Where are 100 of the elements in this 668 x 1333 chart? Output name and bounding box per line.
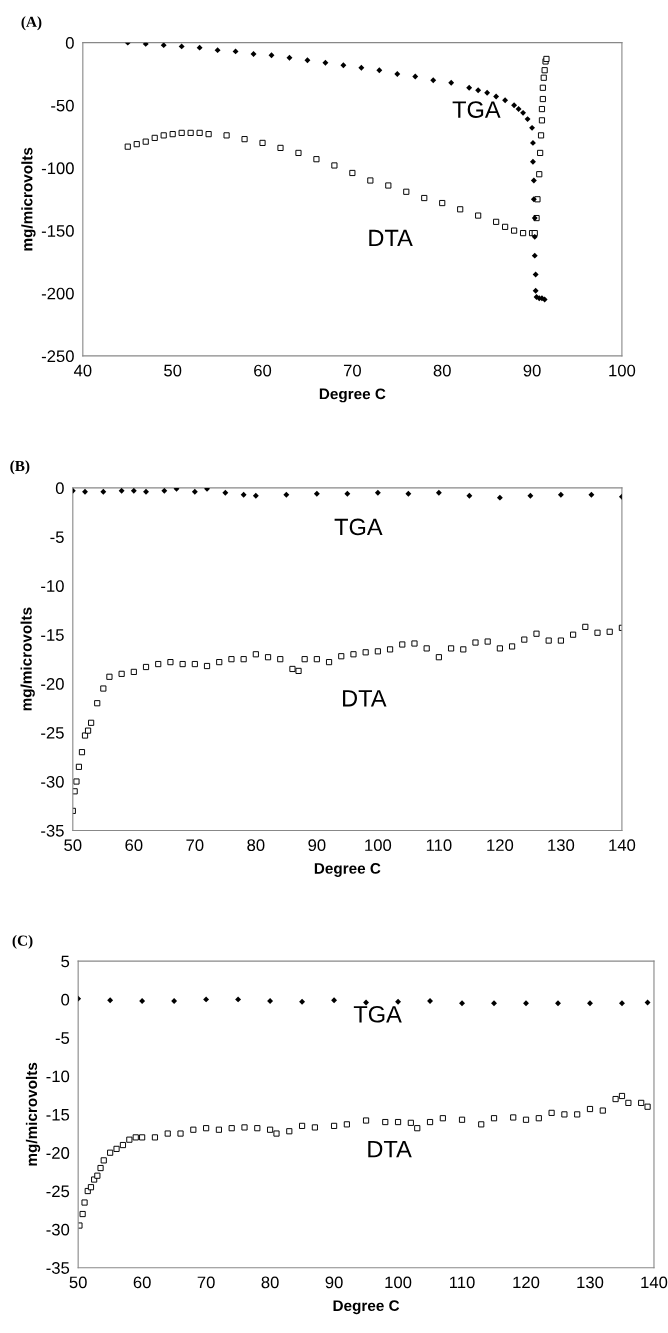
point	[435, 489, 442, 496]
point	[313, 490, 320, 497]
y-tick-label: -10	[41, 580, 64, 592]
point	[363, 999, 370, 1006]
y-axis-title: mg/microvolts	[20, 607, 35, 711]
x-tick-label: 50	[69, 1276, 87, 1289]
y-axis-title: mg/microvolts	[25, 1062, 41, 1166]
x-tick-label: 130	[577, 1276, 604, 1289]
point	[587, 1000, 593, 1007]
x-tick-label: 110	[426, 839, 452, 852]
x-tick-label: 120	[513, 1276, 540, 1289]
point	[511, 102, 518, 109]
y-tick-label: -30	[46, 1223, 70, 1236]
point	[203, 996, 210, 1003]
y-tick-label: 0	[61, 993, 70, 1006]
y-tick-label: -15	[46, 1108, 70, 1121]
point	[448, 79, 455, 86]
point	[171, 998, 178, 1004]
y-tick-label: -10	[46, 1070, 70, 1083]
point	[331, 997, 338, 1004]
point	[178, 43, 185, 50]
point	[286, 54, 293, 61]
point	[394, 71, 401, 77]
y-tick-label: 0	[55, 482, 64, 495]
x-tick-label: 80	[261, 1276, 279, 1289]
point	[523, 1000, 529, 1007]
point	[252, 492, 259, 499]
y-axis-title: mg/microvolts	[21, 147, 36, 251]
point	[374, 489, 381, 496]
point	[530, 196, 537, 203]
point	[493, 93, 500, 100]
x-tick-label: 60	[125, 839, 143, 852]
point	[557, 491, 564, 498]
x-tick-label: 110	[450, 1276, 475, 1289]
point	[204, 487, 210, 492]
point	[376, 67, 383, 74]
y-tick-label: -250	[41, 350, 74, 363]
y-tick-label: -50	[51, 99, 74, 112]
x-tick-label: 90	[325, 1276, 343, 1289]
point	[529, 124, 536, 131]
x-tick-label: 90	[308, 839, 326, 852]
point	[214, 47, 221, 54]
point	[358, 64, 365, 71]
point	[344, 490, 351, 497]
point	[160, 42, 167, 49]
x-tick-label: 40	[73, 364, 92, 377]
y-tick-label: -25	[41, 726, 64, 739]
x-tick-label: 50	[164, 364, 182, 377]
point	[222, 489, 229, 496]
point	[530, 177, 537, 184]
y-tick-label: -5	[55, 1032, 70, 1044]
point	[304, 57, 311, 64]
point	[268, 52, 275, 59]
point	[395, 998, 401, 1005]
y-tick-label: -30	[41, 775, 64, 788]
point	[530, 139, 536, 146]
point	[491, 1000, 497, 1007]
y-tick-label: -20	[46, 1147, 70, 1159]
point	[82, 488, 88, 495]
x-tick-label: 60	[133, 1276, 151, 1289]
point	[161, 487, 168, 494]
x-tick-label: 70	[343, 364, 361, 377]
x-tick-label: 80	[247, 839, 265, 852]
point	[530, 158, 536, 165]
point	[100, 488, 107, 495]
series-label: DTA	[369, 229, 413, 247]
point	[118, 487, 125, 494]
y-tick-label: -150	[41, 225, 74, 237]
point	[405, 490, 412, 497]
chart-title: (B)	[10, 460, 30, 475]
point	[515, 106, 522, 113]
y-tick-label: -100	[41, 162, 74, 175]
x-tick-label: 70	[197, 1276, 215, 1289]
x-tick-label: 80	[433, 364, 451, 377]
x-axis-title: Degree C	[333, 1300, 400, 1315]
x-tick-label: 70	[186, 839, 204, 852]
x-tick-label: 100	[365, 839, 392, 852]
x-tick-label: 90	[523, 364, 541, 377]
series-label: DTA	[368, 1141, 412, 1158]
y-tick-label: 5	[61, 955, 70, 968]
x-tick-label: 130	[548, 839, 575, 852]
x-tick-label: 50	[64, 839, 82, 852]
point	[235, 996, 242, 1003]
point	[532, 271, 539, 278]
point	[502, 97, 509, 104]
point	[322, 59, 329, 66]
point	[484, 89, 491, 96]
point	[299, 998, 306, 1005]
point	[527, 492, 534, 499]
x-tick-label: 100	[385, 1276, 412, 1289]
series-label: TGA	[353, 1005, 402, 1023]
series-label: DTA	[343, 690, 387, 707]
chart-title: (C)	[12, 934, 33, 949]
y-tick-label: -25	[46, 1185, 70, 1198]
point	[555, 1000, 561, 1007]
point	[340, 62, 347, 69]
point	[139, 998, 146, 1004]
y-tick-label: -5	[50, 531, 64, 544]
y-tick-label: -35	[46, 1262, 70, 1274]
point	[459, 1000, 465, 1007]
